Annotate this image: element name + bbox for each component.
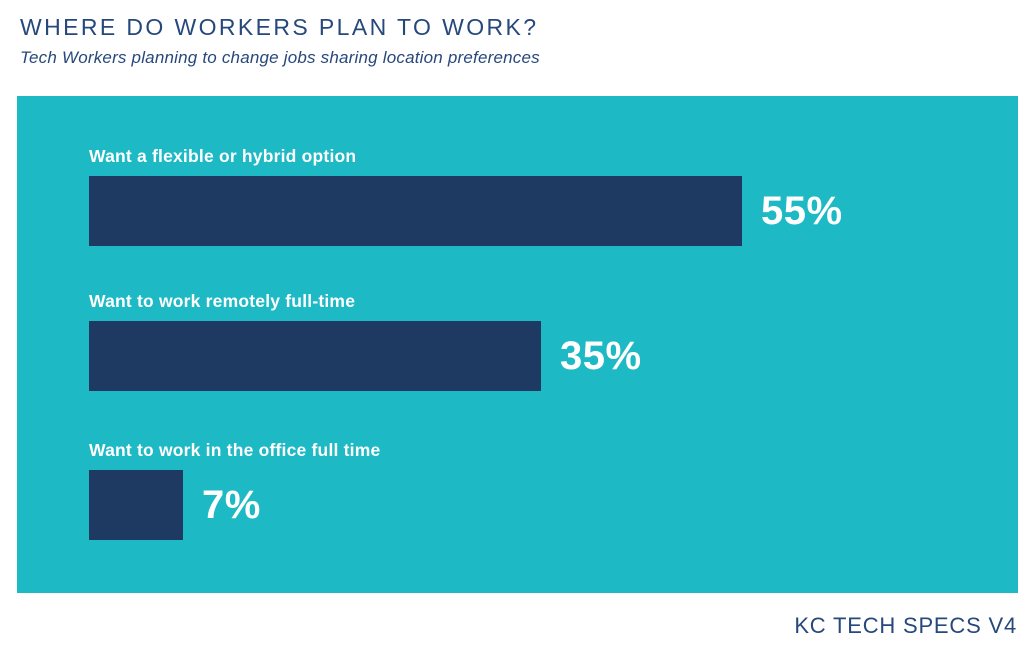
bar-value-office-full-time: 7% (202, 483, 261, 527)
bar-row-remote-full-time: Want to work remotely full-time 35% (89, 290, 998, 391)
chart-panel: Want a flexible or hybrid option 55% Wan… (17, 96, 1018, 593)
header: WHERE DO WORKERS PLAN TO WORK? Tech Work… (20, 14, 540, 68)
bar-label-office-full-time: Want to work in the office full time (89, 440, 381, 460)
bar-line-office-full-time: 7% (89, 470, 998, 540)
bar-value-remote-full-time: 35% (560, 334, 642, 378)
bar-remote-full-time (89, 321, 541, 391)
page-subtitle: Tech Workers planning to change jobs sha… (20, 48, 540, 67)
bar-flexible-hybrid (89, 176, 742, 246)
bar-row-office-full-time: Want to work in the office full time 7% (89, 439, 998, 540)
bar-line-remote-full-time: 35% (89, 321, 998, 391)
bar-value-flexible-hybrid: 55% (761, 189, 843, 233)
bar-row-flexible-hybrid: Want a flexible or hybrid option 55% (89, 145, 998, 246)
page-title: WHERE DO WORKERS PLAN TO WORK? (20, 14, 539, 40)
bar-label-flexible-hybrid: Want a flexible or hybrid option (89, 146, 357, 166)
footer-brand: KC TECH SPECS V4 (794, 613, 1017, 638)
bar-line-flexible-hybrid: 55% (89, 176, 998, 246)
bar-office-full-time (89, 470, 183, 540)
bar-label-remote-full-time: Want to work remotely full-time (89, 291, 356, 311)
